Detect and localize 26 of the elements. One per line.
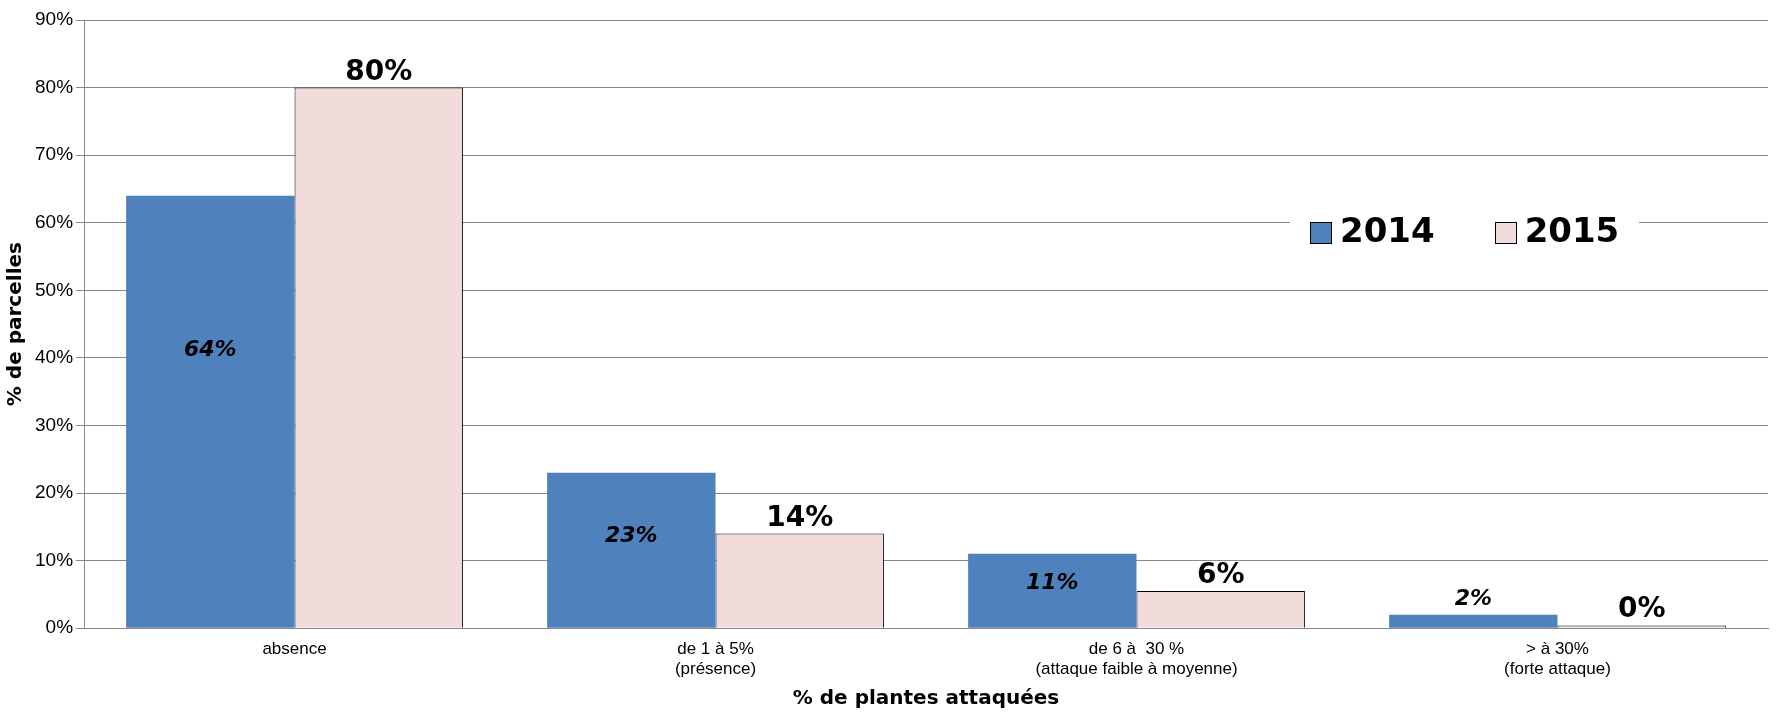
legend-label: 2014 (1339, 210, 1435, 250)
y-tick-label: 50% (35, 278, 74, 300)
data-label: 23% (604, 521, 658, 547)
data-label: 6% (1196, 557, 1245, 591)
y-tick-label: 60% (35, 210, 74, 232)
data-label: 0% (1617, 591, 1666, 625)
data-label: 2% (1454, 584, 1492, 610)
x-tick-label: de 1 à 5% (présence) (674, 639, 757, 679)
data-label: 80% (345, 53, 413, 87)
data-label: 64% (183, 336, 237, 362)
y-tick-label: 70% (35, 143, 74, 165)
y-tick-label: 0% (45, 616, 74, 638)
x-tick-label: > à 30% (forte attaque) (1504, 639, 1611, 679)
x-tick-label: absence (262, 639, 327, 659)
x-tick-label: de 6 à 30 % (attaque faible à moyenne) (1035, 639, 1238, 679)
legend-label: 2015 (1523, 210, 1620, 250)
y-tick-label: 40% (35, 346, 74, 368)
x-axis-title: % de plantes attaquées (792, 685, 1060, 710)
data-label: 11% (1025, 568, 1079, 594)
y-tick-label: 20% (35, 481, 74, 503)
y-axis-title: % de parcelles (2, 242, 27, 407)
data-label: 14% (766, 499, 834, 533)
y-tick-label: 80% (35, 75, 74, 97)
y-tick-label: 10% (35, 548, 74, 570)
y-tick-label: 90% (35, 8, 74, 30)
y-tick-label: 30% (35, 413, 74, 435)
